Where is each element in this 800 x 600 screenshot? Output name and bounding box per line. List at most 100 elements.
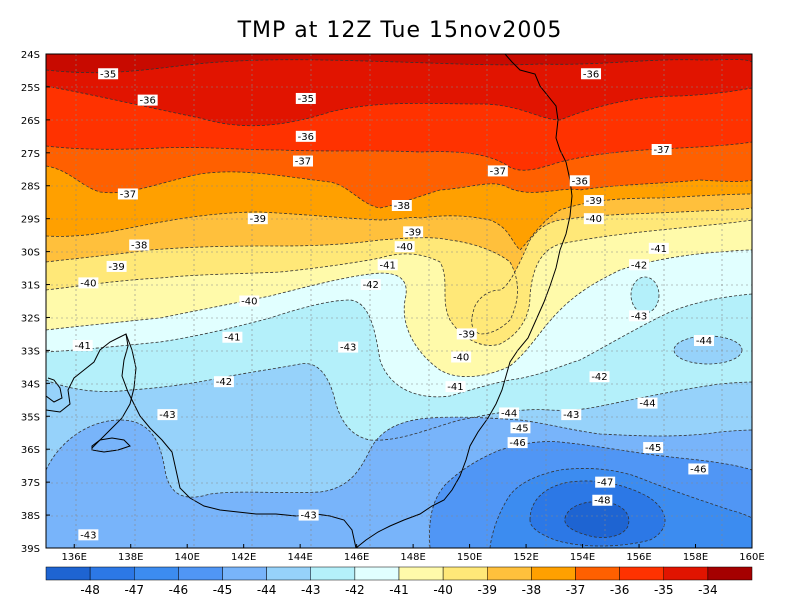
contour-line [46, 416, 752, 498]
contour-label-box [507, 437, 528, 449]
lon-tick-label: 152E [513, 552, 538, 563]
contour-label-box [360, 279, 381, 291]
colorbar-swatch [707, 566, 753, 581]
contour-label: -39 [106, 260, 127, 273]
contour-label-box [394, 241, 415, 253]
lat-tick-label: 35S [21, 412, 40, 423]
contour-label-box [651, 144, 672, 156]
contour-label: -36 [569, 175, 590, 187]
contour-label: -41 [72, 339, 93, 352]
lon-tick-label: 138E [118, 552, 143, 563]
contour-label: -40 [451, 351, 472, 363]
contour-line [46, 165, 752, 209]
contour-label: -43 [157, 409, 178, 421]
colorbar-label: -37 [566, 583, 586, 597]
contour-label: -38 [391, 199, 412, 212]
contour-label-box [222, 331, 243, 343]
contour-label-text: -39 [405, 227, 421, 238]
shaded-bands [46, 54, 752, 548]
contour-label-text: -36 [572, 176, 588, 187]
lat-tick-label: 33S [21, 346, 40, 357]
contour-label-box [247, 213, 268, 225]
contour-label-box [451, 351, 472, 363]
kangaroo-island [91, 437, 131, 453]
contour-label-box [295, 92, 316, 104]
contour-label-box [137, 94, 158, 106]
contour-label-box [98, 68, 119, 80]
contour-label-box [595, 476, 616, 488]
contour-label-text: -48 [594, 496, 610, 507]
lon-tick-label: 146E [344, 552, 369, 563]
contour-label-box [688, 463, 709, 475]
contour-line [46, 363, 752, 441]
colorbar-label: -44 [257, 583, 277, 597]
contour-label: -40 [394, 241, 415, 253]
contour-line [529, 480, 666, 547]
contour-label: -40 [583, 213, 604, 225]
contour-label: -44 [499, 407, 520, 419]
contour-label-text: -37 [295, 157, 311, 168]
contour-label-text: -43 [631, 311, 647, 322]
contour-label-text: -43 [300, 511, 316, 522]
contour-label-text: -47 [597, 478, 613, 489]
contour-label: -39 [583, 195, 604, 207]
contour-label: -43 [338, 341, 359, 354]
contour-label-text: -42 [591, 372, 607, 383]
contour-label-box [377, 259, 398, 271]
contour-label-text: -43 [159, 410, 175, 421]
lat-tick-label: 34S [21, 379, 40, 390]
contour-label-box [629, 259, 650, 271]
colorbar-swatch [398, 566, 444, 581]
lon-tick-label: 136E [62, 552, 87, 563]
lat-tick-label: 24S [21, 50, 40, 61]
contour-label-text: -41 [224, 333, 240, 344]
contour-label: -44 [637, 397, 658, 410]
contour-label: -42 [213, 376, 234, 388]
contour-label-box [239, 295, 260, 307]
contour-label-text: -42 [631, 260, 647, 271]
lat-tick-label: 30S [21, 248, 40, 259]
contour-label-text: -38 [394, 201, 410, 212]
lat-tick-label: 25S [21, 83, 40, 94]
band-small-high-south-east [631, 277, 659, 313]
contour-line [46, 219, 752, 346]
contour-label-box [295, 130, 316, 142]
contour-label-text: -44 [696, 336, 712, 347]
contour-label-text: -37 [490, 166, 506, 177]
band-le-50 [564, 501, 629, 538]
contour-label-box [292, 155, 313, 167]
contour-label-box [561, 409, 582, 421]
colorbar-label: -35 [654, 583, 674, 597]
contour-label-text: -43 [563, 410, 579, 421]
contour-label-text: -46 [690, 464, 706, 475]
lat-tick-label: 36S [21, 445, 40, 456]
colorbar-swatch [89, 566, 135, 581]
lat-tick-label: 32S [21, 313, 40, 324]
contour-label: -45 [510, 422, 531, 434]
colorbar-label: -46 [169, 583, 189, 597]
contour-label-text: -46 [509, 438, 525, 449]
contour-line [46, 59, 752, 74]
colorbar-swatch [442, 566, 488, 581]
contour-line [46, 85, 752, 127]
contour-label-text: -37 [653, 145, 669, 156]
colorbar-label: -39 [477, 583, 497, 597]
colorbar-label: -36 [610, 583, 630, 597]
contour-label-text: -36 [583, 69, 599, 80]
contour-label: -43 [629, 310, 650, 322]
contour-label-box [403, 226, 424, 238]
lat-tick-label: 38S [21, 511, 40, 522]
contour-label: -39 [403, 226, 424, 238]
contour-label-text: -43 [340, 343, 356, 354]
lat-tick-label: 28S [21, 182, 40, 193]
contour-label: -39 [247, 213, 268, 225]
contour-label-box [581, 68, 602, 80]
longitude-axis: 136E 138E 140E 142E 144E 146E 148E 150E 152E 154E… [62, 544, 765, 563]
contour-label-text: -45 [645, 443, 661, 454]
lon-tick-label: 156E [626, 552, 651, 563]
contour-label-box [445, 381, 466, 393]
colorbar-swatch [222, 566, 267, 581]
colorbar-swatch [487, 566, 532, 581]
contour-label: -38 [129, 239, 150, 252]
colorbar-label: -42 [345, 583, 365, 597]
